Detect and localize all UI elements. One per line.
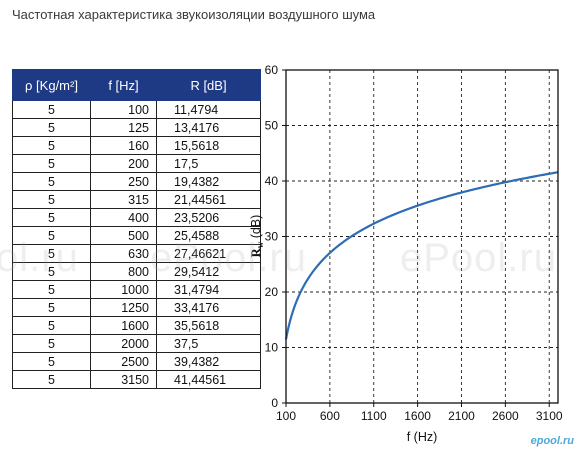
cell-frequency: 3150 (90, 370, 157, 389)
table-row: 5 1000 31,4794 (12, 280, 261, 299)
watermark-center: ePool.ru (150, 236, 307, 280)
cell-density: 5 (12, 118, 91, 137)
x-tick-label: 2100 (448, 409, 475, 423)
y-tick-label: 0 (271, 396, 278, 410)
x-tick-label: 100 (276, 409, 296, 423)
y-tick-label: 20 (265, 285, 279, 299)
table-row: 5 400 23,5206 (12, 208, 261, 227)
table-row: 5 125 13,4176 (12, 118, 261, 137)
header-density: ρ [Kg/m²] (12, 69, 91, 101)
cell-frequency: 100 (90, 100, 157, 119)
cell-density: 5 (12, 208, 91, 227)
table-row: 5 250 19,4382 (12, 172, 261, 191)
x-axis-label: f (Hz) (407, 430, 438, 444)
cell-density: 5 (12, 352, 91, 371)
plot-frame (285, 69, 559, 404)
table-row: 5 1600 35,5618 (12, 316, 261, 335)
header-insulation: R [dB] (156, 69, 261, 101)
cell-frequency: 800 (90, 262, 157, 281)
y-axis-label-main: R (249, 247, 263, 257)
cell-frequency: 1000 (90, 280, 157, 299)
y-tick-label: 30 (265, 230, 279, 244)
cell-frequency: 400 (90, 208, 157, 227)
cell-density: 5 (12, 190, 91, 209)
cell-frequency: 250 (90, 172, 157, 191)
table-row: 5 315 21,44561 (12, 190, 261, 209)
page-title: Частотная характеристика звукоизоляции в… (12, 7, 376, 22)
cell-insulation: 15,5618 (156, 136, 261, 155)
table-row: 5 2000 37,5 (12, 334, 261, 353)
chart-area: 0 10 20 30 40 50 60 100 600 1100 1600 2100 2600 3100… (249, 63, 563, 444)
cell-density: 5 (12, 280, 91, 299)
x-tick-label: 3100 (536, 409, 563, 423)
cell-density: 5 (12, 100, 91, 119)
cell-insulation: 29,5412 (156, 262, 261, 281)
header-frequency: f [Hz] (90, 69, 157, 101)
x-tick-label: 600 (320, 409, 340, 423)
cell-frequency: 630 (90, 244, 157, 263)
data-table: ρ [Kg/m²] f [Hz] R [dB] 5 100 11,4794 5 125 1… (12, 69, 261, 389)
table-row: 5 630 27,46621 (12, 244, 261, 263)
y-axis-label-unit: (dB) (249, 215, 263, 242)
y-tick-label: 40 (265, 174, 279, 188)
x-tick-label: 1100 (361, 409, 387, 423)
cell-density: 5 (12, 316, 91, 335)
series-line (284, 171, 559, 340)
watermark-left: ol.ru (0, 236, 79, 280)
cell-density: 5 (12, 370, 91, 389)
table-row: 5 160 15,5618 (12, 136, 261, 155)
cell-insulation: 13,4176 (156, 118, 261, 137)
y-tick-label: 10 (265, 341, 279, 355)
table-row: 5 200 17,5 (12, 154, 261, 173)
x-tick-label: 2600 (492, 409, 519, 423)
cell-insulation: 17,5 (156, 154, 261, 173)
cell-density: 5 (12, 298, 91, 317)
cell-frequency: 200 (90, 154, 157, 173)
cell-frequency: 500 (90, 226, 157, 245)
y-tick-label: 50 (265, 119, 279, 133)
y-axis-label: Rw (dB) (249, 215, 265, 258)
cell-frequency: 1250 (90, 298, 157, 317)
watermark-logo: epool.ru (530, 435, 574, 447)
cell-insulation: 41,44561 (156, 370, 261, 389)
table-row: 5 100 11,4794 (12, 100, 261, 119)
cell-density: 5 (12, 172, 91, 191)
cell-density: 5 (12, 136, 91, 155)
watermark-right: ePool.ru (400, 236, 557, 280)
cell-insulation: 31,4794 (156, 280, 261, 299)
cell-density: 5 (12, 154, 91, 173)
cell-frequency: 1600 (90, 316, 157, 335)
plot-background (286, 70, 558, 403)
y-axis-label-sub: w (255, 241, 265, 248)
table-row: 5 800 29,5412 (12, 262, 261, 281)
cell-frequency: 125 (90, 118, 157, 137)
y-tick-label: 60 (265, 63, 279, 77)
cell-frequency: 2500 (90, 352, 157, 371)
table-row: 5 3150 41,44561 (12, 370, 261, 389)
cell-frequency: 160 (90, 136, 157, 155)
cell-frequency: 2000 (90, 334, 157, 353)
table-row: 5 2500 39,4382 (12, 352, 261, 371)
table-header-row: ρ [Kg/m²] f [Hz] R [dB] (12, 69, 261, 101)
cell-frequency: 315 (90, 190, 157, 209)
cell-insulation: 33,4176 (156, 298, 261, 317)
cell-density: 5 (12, 334, 91, 353)
table-row: 5 1250 33,4176 (12, 298, 261, 317)
x-tick-label: 1600 (404, 409, 431, 423)
